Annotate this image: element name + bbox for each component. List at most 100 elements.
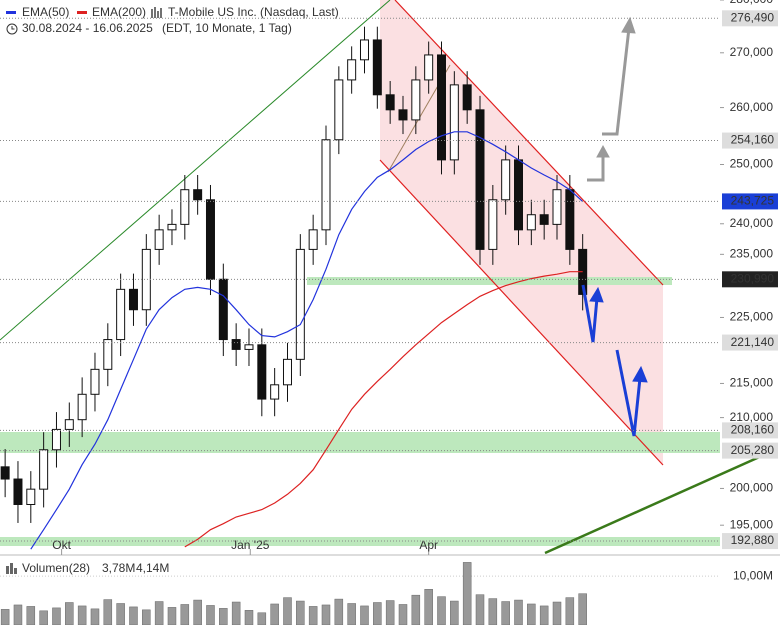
price-label: 192,880 <box>731 533 775 547</box>
candle-body <box>218 278 228 341</box>
price-label-bg <box>722 10 778 27</box>
volume-bar <box>296 600 305 626</box>
candle-body <box>51 428 61 451</box>
volume-bar <box>462 562 472 626</box>
volume-bar <box>13 604 23 626</box>
volume-bar <box>450 600 459 626</box>
volume-bar <box>437 596 446 626</box>
candle-body <box>116 288 126 341</box>
candle-body <box>552 189 562 225</box>
candle-body <box>539 214 549 225</box>
volume-bar <box>308 606 318 626</box>
candle-body <box>385 94 395 111</box>
volume-bar <box>90 608 100 626</box>
y-tick-label: 250,000 <box>730 157 774 171</box>
volume-bar <box>424 589 433 626</box>
volume-bar <box>347 603 356 626</box>
price-label-bg <box>722 271 778 288</box>
volume-bar <box>39 610 48 626</box>
price-label: 254,160 <box>731 133 775 147</box>
candle-body <box>372 39 382 96</box>
period: 30.08.2024 - 16.06.2025 <box>22 21 153 35</box>
volume-stat: 4,14M <box>136 561 169 575</box>
icon <box>6 23 18 35</box>
candle-body <box>308 229 318 250</box>
period-note: (EDT, 10 Monate, 1 Tag) <box>162 21 292 35</box>
volume-bar <box>154 601 164 626</box>
volume-bar <box>385 600 395 626</box>
price-label-bg <box>722 193 778 210</box>
volume-bar <box>219 608 228 626</box>
channel-fill <box>380 0 663 465</box>
chart-title: T-Mobile US Inc. (Nasdaq, Last) <box>168 5 339 19</box>
candle-body <box>193 189 203 201</box>
x-tick-label: Okt <box>52 538 71 552</box>
volume-bar <box>514 599 523 626</box>
candle-body <box>64 419 74 430</box>
volume-bar <box>167 607 177 626</box>
volume-bar <box>129 606 138 626</box>
volume-bar <box>360 605 369 626</box>
candle-body <box>398 109 408 121</box>
volume-bar <box>244 610 254 626</box>
candle-body <box>436 54 446 161</box>
candle-body <box>295 248 305 360</box>
candle-body <box>13 478 23 505</box>
candle-body <box>411 79 421 121</box>
y-tick-label: 270,000 <box>730 45 774 59</box>
volume-bar <box>180 604 190 626</box>
volume-bar <box>527 603 536 626</box>
volume-bar <box>373 602 382 626</box>
channel-line <box>394 0 664 286</box>
icon <box>11 26 15 30</box>
ema-line <box>30 131 584 550</box>
volume-bar <box>565 597 575 626</box>
price-label: 230,990 <box>731 271 775 285</box>
volume-bar <box>270 603 279 626</box>
candle-body <box>475 109 485 250</box>
volume-bar <box>116 603 125 626</box>
volume-bar <box>398 604 408 626</box>
volume-bar <box>142 609 151 626</box>
volume-bar <box>231 601 241 626</box>
candle-body <box>205 199 215 280</box>
price-label-bg <box>722 132 778 149</box>
candle-body <box>39 449 49 490</box>
candle-body <box>90 368 100 395</box>
candle-body <box>0 466 10 480</box>
volume-bar <box>411 594 421 626</box>
y-tick-label: 200,000 <box>730 481 774 495</box>
candle-body <box>103 339 113 370</box>
volume-stat: 3,78M <box>102 561 135 575</box>
candle-body <box>154 229 164 250</box>
price-label: 208,160 <box>731 423 775 437</box>
volume-bar <box>539 605 549 626</box>
channel-line <box>379 159 664 466</box>
volume-bar <box>65 602 74 626</box>
candle-body <box>321 139 331 231</box>
icon <box>14 568 17 574</box>
volume-bar <box>578 593 587 626</box>
y-tick-label: 225,000 <box>730 310 774 324</box>
volume-bar <box>77 605 87 626</box>
candle-body <box>77 393 87 421</box>
volume-bar <box>283 597 292 626</box>
price-label: 276,490 <box>731 10 775 24</box>
ema-line <box>184 271 583 548</box>
candle-body <box>244 344 254 350</box>
candle-body <box>128 288 138 311</box>
price-label-bg <box>722 422 778 439</box>
candles <box>0 26 588 550</box>
candle-body <box>359 39 369 61</box>
y-tick-label: 235,000 <box>730 247 774 261</box>
volume-bar <box>257 612 267 626</box>
icon <box>10 563 13 574</box>
volume-bar <box>193 599 202 626</box>
price-label: 221,140 <box>731 335 775 349</box>
price-label: 243,725 <box>731 194 775 208</box>
legend-swatch <box>77 11 87 14</box>
candle-body <box>270 384 280 400</box>
legend-label: EMA(50) <box>22 5 69 19</box>
volume-bar <box>0 609 10 626</box>
